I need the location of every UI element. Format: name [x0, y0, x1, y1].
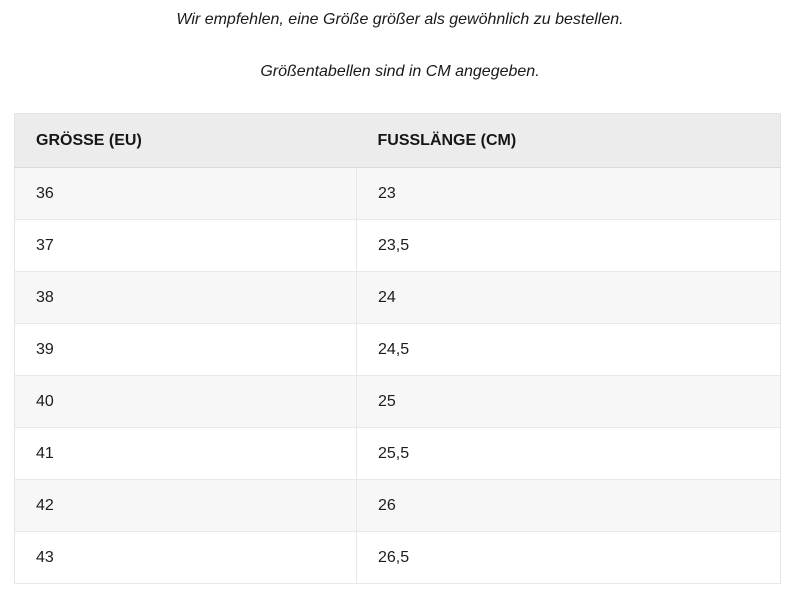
table-row: 42 26 [14, 479, 781, 532]
table-row: 38 24 [14, 271, 781, 324]
cell-size-eu: 36 [14, 167, 357, 220]
cell-foot-length-cm: 23 [356, 167, 781, 220]
cell-size-eu: 41 [14, 427, 357, 480]
cell-foot-length-cm: 26 [356, 479, 781, 532]
cell-size-eu: 37 [14, 219, 357, 272]
cell-size-eu: 40 [14, 375, 357, 428]
table-row: 39 24,5 [14, 323, 781, 376]
cell-foot-length-cm: 25,5 [356, 427, 781, 480]
size-table-body: 36 23 37 23,5 38 24 39 24,5 40 25 41 25,5 42 26 43 26,5 [14, 167, 781, 584]
cell-foot-length-cm: 24 [356, 271, 781, 324]
size-advice-section: Wir empfehlen, eine Größe größer als gew… [0, 0, 800, 82]
cell-foot-length-cm: 23,5 [356, 219, 781, 272]
table-row: 41 25,5 [14, 427, 781, 480]
cell-size-eu: 42 [14, 479, 357, 532]
size-table-container: GRÖSSE (EU) FUSSLÄNGE (CM) 36 23 37 23,5 38 2… [14, 113, 781, 584]
table-row: 37 23,5 [14, 219, 781, 272]
size-table-header: GRÖSSE (EU) FUSSLÄNGE (CM) [14, 113, 781, 168]
cell-size-eu: 38 [14, 271, 357, 324]
cell-foot-length-cm: 26,5 [356, 531, 781, 584]
column-header-size-eu: GRÖSSE (EU) [14, 113, 357, 168]
table-row: 43 26,5 [14, 531, 781, 584]
table-row: 40 25 [14, 375, 781, 428]
size-table: GRÖSSE (EU) FUSSLÄNGE (CM) 36 23 37 23,5 38 2… [14, 113, 781, 584]
cell-size-eu: 43 [14, 531, 357, 584]
size-recommendation-text: Wir empfehlen, eine Größe größer als gew… [176, 11, 624, 28]
size-table-unit-note: Größentabellen sind in CM angegeben. [260, 63, 540, 80]
table-row: 36 23 [14, 167, 781, 220]
column-header-foot-length-cm: FUSSLÄNGE (CM) [356, 113, 781, 168]
cell-foot-length-cm: 24,5 [356, 323, 781, 376]
cell-foot-length-cm: 25 [356, 375, 781, 428]
cell-size-eu: 39 [14, 323, 357, 376]
header-row: GRÖSSE (EU) FUSSLÄNGE (CM) [14, 113, 781, 168]
